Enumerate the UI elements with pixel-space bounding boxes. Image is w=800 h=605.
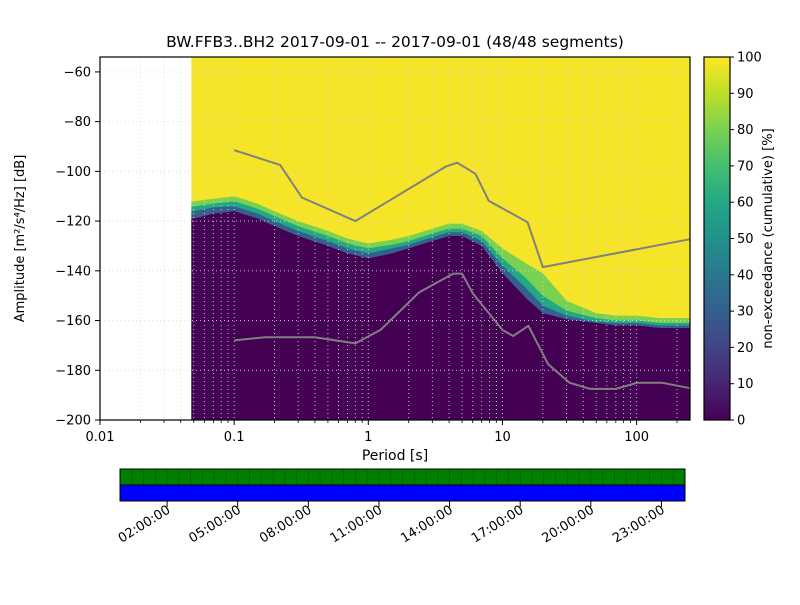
colorbar-ticks: 0 10 20 30 40 50 60 70 80 90 100 <box>730 51 762 429</box>
colorbar-tick-label: 50 <box>737 232 754 247</box>
x-tick-label: 0.1 <box>224 430 245 445</box>
plot-frame <box>99 56 691 421</box>
heatmap-zone-dark <box>191 211 690 420</box>
colorbar-label: non-exceedance (cumulative) [%] <box>761 128 776 348</box>
colorbar-tick-label: 60 <box>737 196 754 211</box>
y-tick-label: −160 <box>55 314 91 329</box>
timeline-tick-label: 23:00:00 <box>610 503 667 547</box>
timeline-tick-label: 11:00:00 <box>328 503 385 547</box>
colorbar-tick-label: 0 <box>737 414 745 429</box>
timeline-tick-label: 05:00:00 <box>186 503 243 547</box>
x-axis-label: Period [s] <box>362 448 428 464</box>
timeline-tick-label: 02:00:00 <box>116 503 173 547</box>
y-tick-label: −200 <box>55 414 91 429</box>
x-tick-label: 10 <box>494 430 511 445</box>
colorbar-gradient <box>703 56 731 421</box>
x-tick-label: 100 <box>624 430 649 445</box>
y-tick-label: −60 <box>64 65 91 80</box>
timeline-tick-label: 17:00:00 <box>469 503 526 547</box>
colorbar-tick-label: 100 <box>737 51 762 66</box>
y-axis-label: Amplitude [m²/s⁴/Hz] [dB] <box>13 155 28 323</box>
timeline-tick-label: 08:00:00 <box>257 503 314 547</box>
noise-model-layer <box>233 149 691 390</box>
nlnm-line <box>234 272 691 390</box>
y-tick-label: −80 <box>64 115 91 130</box>
chart-title: BW.FFB3..BH2 2017-09-01 -- 2017-09-01 (4… <box>166 33 624 51</box>
colorbar-tick-label: 80 <box>737 123 754 138</box>
heatmap-layer <box>191 57 690 420</box>
colorbar-tick-label: 70 <box>737 159 754 174</box>
nhnm-line <box>233 149 691 269</box>
timeline-tick-label: 20:00:00 <box>539 503 596 547</box>
colorbar-tick-label: 30 <box>737 305 754 320</box>
colorbar-tick-label: 90 <box>737 87 754 102</box>
timeline-span-bar <box>119 484 686 502</box>
y-tick-label: −180 <box>55 364 91 379</box>
grid-layer <box>100 57 690 420</box>
x-tick-label: 1 <box>364 430 372 445</box>
y-tick-label: −100 <box>55 165 91 180</box>
y-tick-label: −120 <box>55 215 91 230</box>
colorbar-tick-label: 10 <box>737 377 754 392</box>
y-tick-label: −140 <box>55 264 91 279</box>
timeline-tick-label: 14:00:00 <box>398 503 455 547</box>
colorbar-tick-label: 20 <box>737 341 754 356</box>
axes-layer: 0.01 0.1 1 10 100 −200 −180 −160 −140 −120 −100 −80… <box>55 65 678 445</box>
x-tick-label: 0.01 <box>86 430 115 445</box>
colorbar-tick-label: 40 <box>737 268 754 283</box>
